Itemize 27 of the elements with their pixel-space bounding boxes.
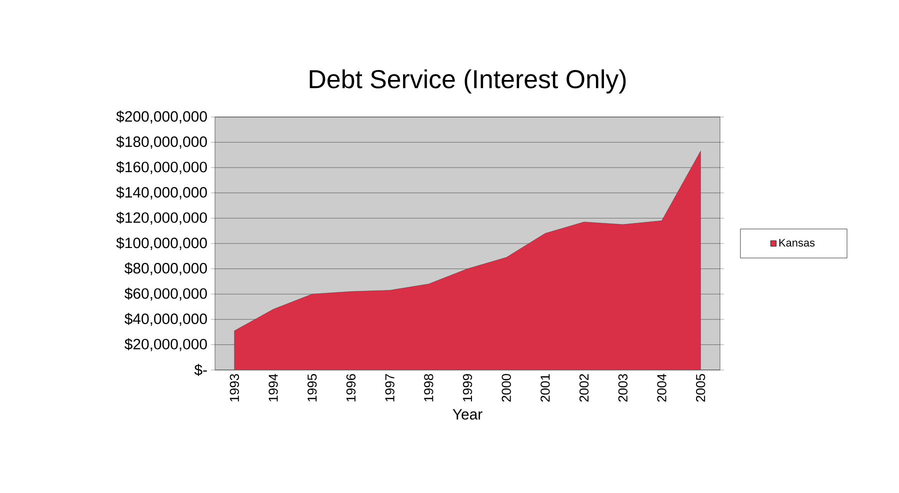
x-tick-label: 1995 (308, 374, 317, 402)
y-tick-label: $- (194, 364, 207, 376)
chart-title: Debt Service (Interest Only) (310, 69, 626, 94)
x-tick-label: 2002 (579, 374, 589, 402)
x-tick-label: 2005 (696, 374, 706, 402)
x-tick-label: 1996 (346, 374, 356, 402)
y-tick-label: $180,000,000 (116, 136, 207, 149)
x-tick-label: 1997 (385, 374, 394, 402)
y-tick-label: $160,000,000 (116, 161, 207, 174)
y-tick-label: $200,000,000 (116, 110, 207, 124)
x-tick-label: 1994 (268, 374, 278, 402)
x-tick-label: 1999 (462, 374, 472, 402)
x-tick-label: 1993 (230, 374, 240, 402)
y-tick-label: $40,000,000 (124, 312, 207, 326)
y-tick-label: $20,000,000 (124, 338, 207, 352)
x-tick-label: 2000 (502, 374, 511, 402)
x-axis-title: Year (452, 409, 482, 420)
x-tick-label: 2003 (618, 374, 628, 402)
x-tick-label: 2001 (540, 374, 550, 402)
x-tick-label: 1998 (424, 374, 434, 402)
legend-label: Kansas (779, 238, 815, 247)
y-tick-label: $80,000,000 (124, 262, 207, 276)
y-tick-label: $100,000,000 (116, 237, 207, 250)
y-tick-label: $120,000,000 (116, 212, 207, 225)
y-tick-label: $140,000,000 (116, 186, 207, 200)
y-tick-label: $60,000,000 (124, 288, 207, 301)
x-tick-label: 2004 (657, 374, 666, 402)
